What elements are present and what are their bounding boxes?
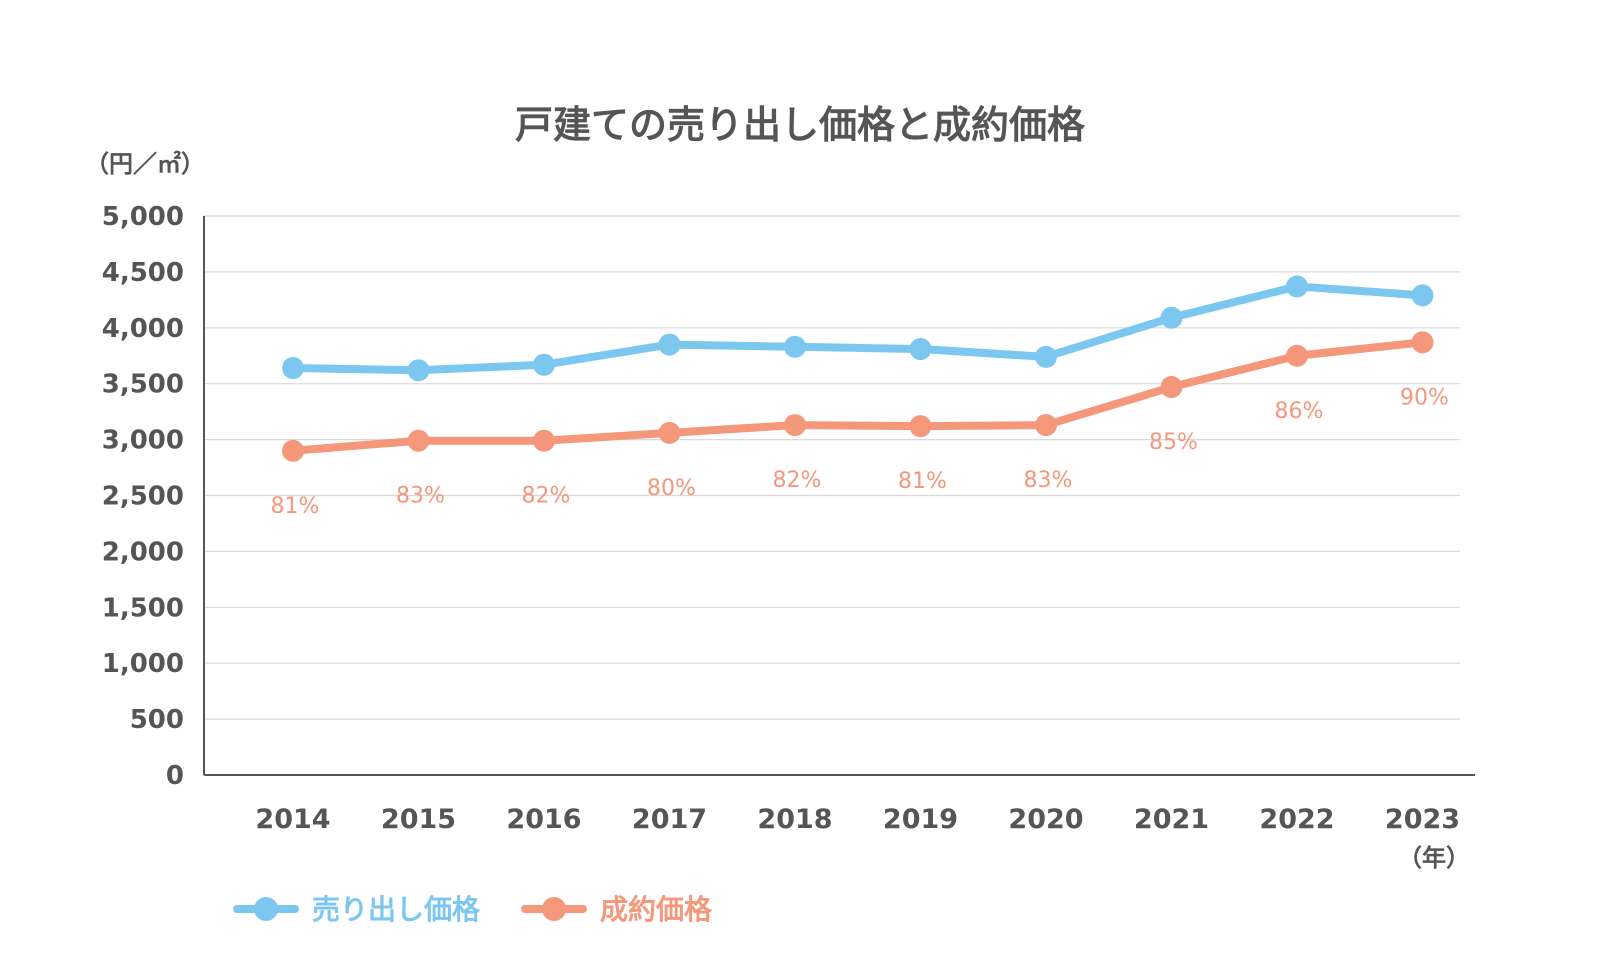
legend: 売り出し価格 成約価格	[233, 893, 713, 926]
y-axis-ticks: 0 500 1,000 1,500 2,000 2,500 3,000 3,500 4,000 4…	[102, 202, 184, 791]
y-tick-label: 1,500	[102, 593, 184, 623]
chart-title: 戸建ての売り出し価格と成約価格	[515, 103, 1086, 147]
data-point	[909, 338, 932, 361]
series-line	[289, 338, 1427, 455]
y-tick-label: 0	[166, 761, 184, 791]
x-tick-label: 2019	[883, 804, 958, 835]
series-line	[289, 282, 1427, 375]
data-point	[1411, 331, 1434, 354]
x-axis-unit-label: （年）	[1398, 844, 1470, 872]
data-label-layer: 81% 83% 82% 80% 82% 81% 83% 85% 86% 90%	[271, 385, 1449, 518]
legend-label: 成約価格	[600, 893, 713, 926]
data-label: 82%	[773, 468, 822, 493]
y-tick-label: 4,000	[102, 314, 184, 344]
data-point	[1160, 306, 1183, 329]
x-tick-label: 2014	[255, 804, 330, 835]
y-tick-label: 1,000	[102, 649, 184, 679]
data-point	[533, 429, 555, 452]
x-tick-label: 2023	[1385, 804, 1460, 835]
data-point	[282, 439, 304, 462]
legend-swatch-marker	[254, 897, 278, 921]
data-label: 81%	[898, 469, 947, 494]
data-point	[1286, 275, 1308, 298]
y-tick-label: 3,000	[102, 426, 184, 456]
data-point	[658, 421, 681, 444]
y-tick-label: 3,500	[102, 370, 184, 400]
x-axis-ticks: 2014 2015 2016 2017 2018 2019 2020 2021 2022 2023	[255, 804, 1460, 835]
x-tick-label: 2020	[1008, 804, 1083, 835]
data-label: 83%	[396, 484, 445, 509]
data-point	[1411, 284, 1434, 307]
data-point	[658, 333, 681, 356]
legend-swatch-marker	[542, 897, 566, 921]
data-point	[1286, 344, 1308, 367]
x-tick-label: 2018	[757, 804, 832, 835]
y-tick-label: 5,000	[102, 202, 184, 232]
data-label: 86%	[1275, 399, 1324, 424]
data-label: 85%	[1149, 430, 1198, 455]
data-point	[407, 359, 430, 382]
x-tick-label: 2017	[632, 804, 707, 835]
data-point	[909, 415, 932, 438]
data-point	[784, 414, 806, 437]
y-tick-label: 2,000	[102, 537, 184, 567]
data-label: 90%	[1400, 385, 1449, 410]
data-point	[1160, 376, 1183, 399]
x-tick-label: 2015	[381, 804, 456, 835]
data-point	[1035, 414, 1057, 437]
y-axis-unit-label: （円／㎡）	[85, 150, 205, 178]
legend-label: 売り出し価格	[312, 893, 481, 926]
data-point	[407, 429, 430, 452]
data-label: 83%	[1024, 468, 1073, 493]
data-point	[784, 335, 806, 358]
data-label: 81%	[271, 494, 320, 519]
data-point	[533, 353, 555, 376]
y-tick-label: 500	[130, 705, 184, 735]
x-tick-label: 2016	[506, 804, 581, 835]
data-label: 80%	[647, 476, 696, 501]
data-point	[1035, 345, 1057, 368]
x-tick-label: 2021	[1134, 804, 1209, 835]
data-label: 82%	[522, 484, 571, 509]
x-tick-label: 2022	[1259, 804, 1334, 835]
y-tick-label: 2,500	[102, 482, 184, 512]
series-layer	[282, 275, 1434, 462]
data-point	[282, 357, 304, 380]
y-tick-label: 4,500	[102, 258, 184, 288]
